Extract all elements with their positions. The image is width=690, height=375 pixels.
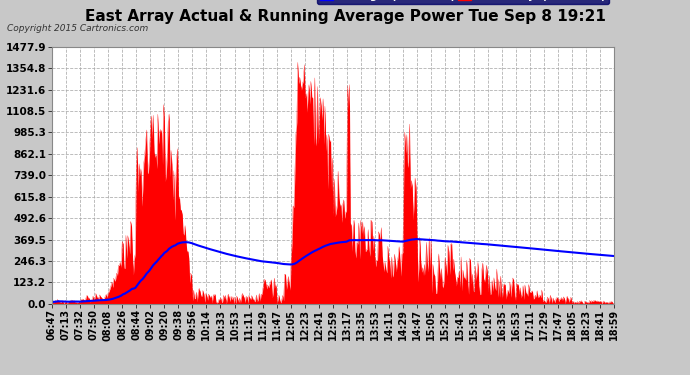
- Text: East Array Actual & Running Average Power Tue Sep 8 19:21: East Array Actual & Running Average Powe…: [85, 9, 605, 24]
- Text: Copyright 2015 Cartronics.com: Copyright 2015 Cartronics.com: [7, 24, 148, 33]
- Legend: Average  (DC Watts), East Array  (DC Watts): Average (DC Watts), East Array (DC Watts…: [317, 0, 609, 4]
